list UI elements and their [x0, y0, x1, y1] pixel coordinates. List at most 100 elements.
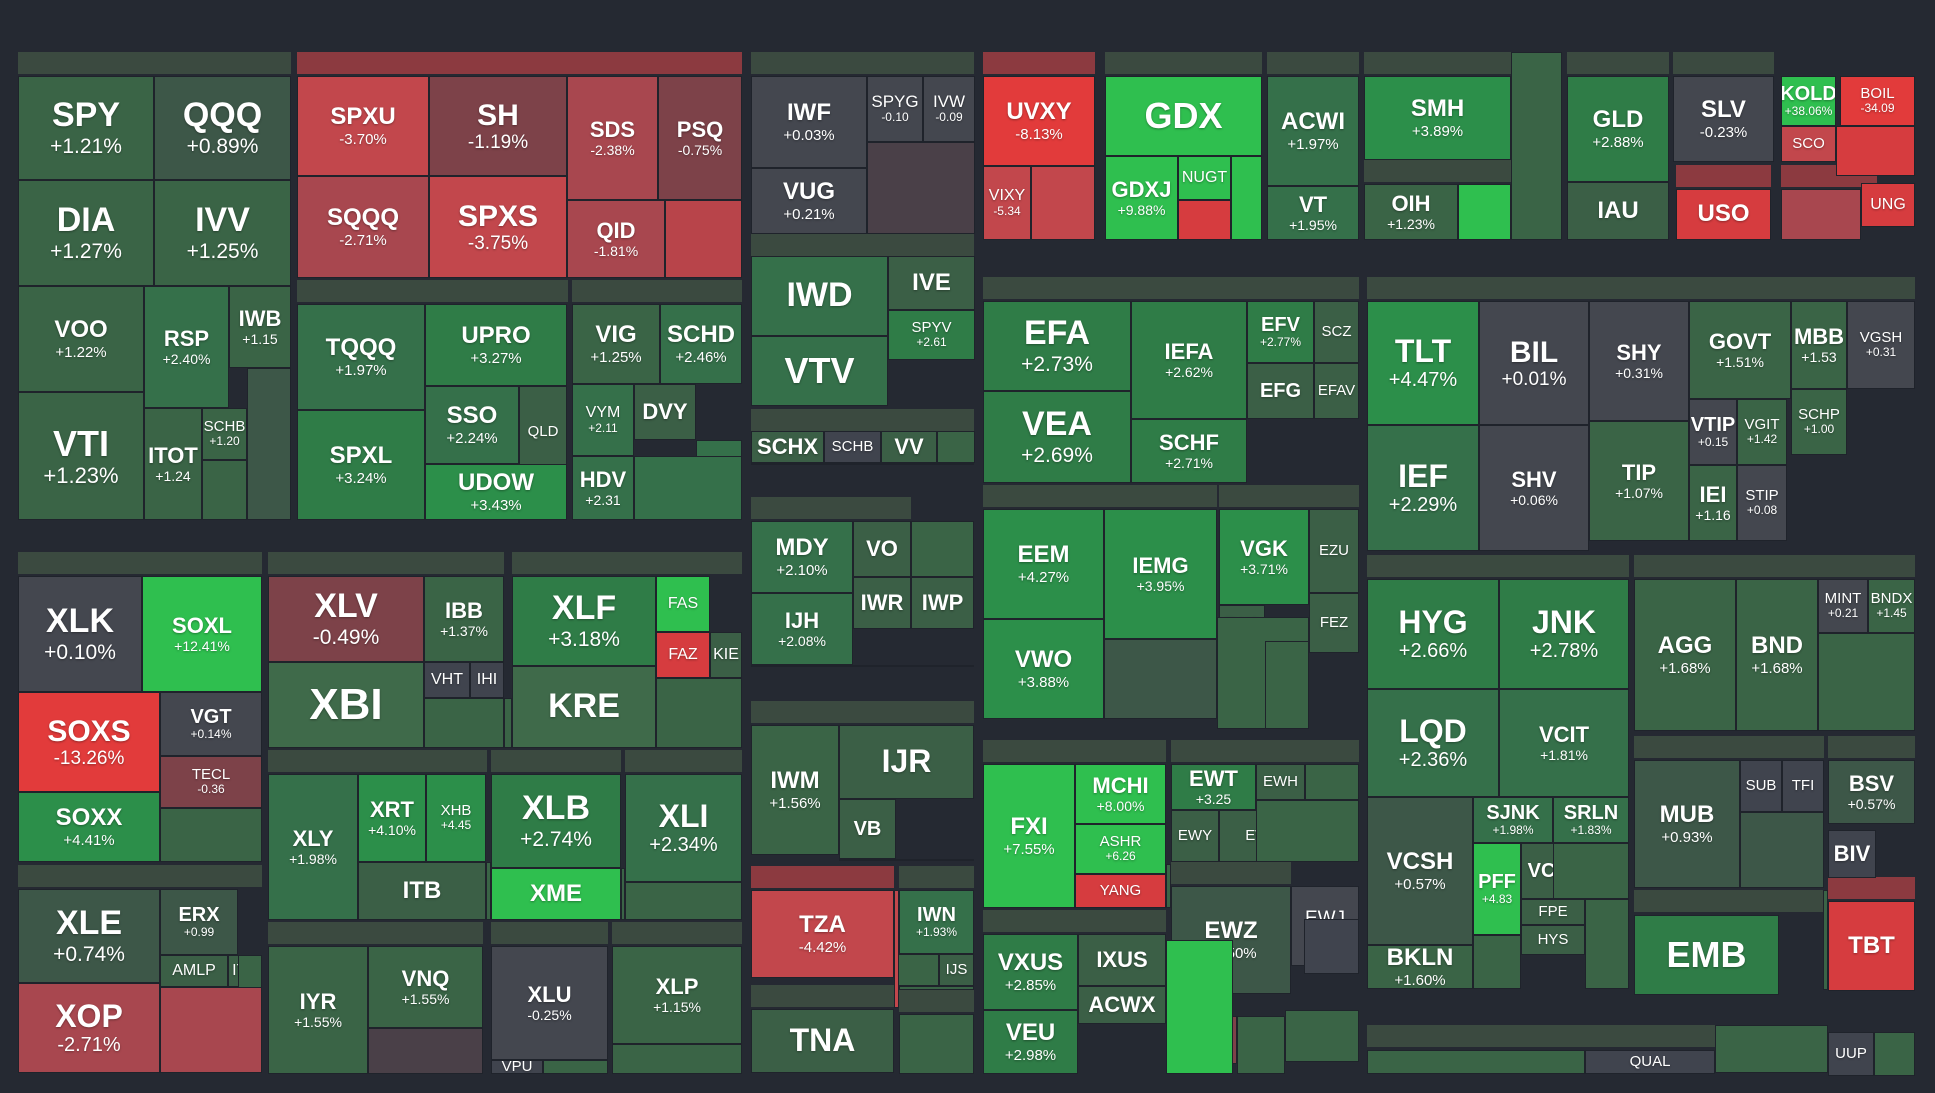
- tile-vwo[interactable]: VWO +3.88%: [983, 619, 1104, 719]
- tile-sjnk[interactable]: SJNK +1.98%: [1473, 797, 1553, 843]
- minor-tile[interactable]: [751, 665, 974, 667]
- tile-ewt[interactable]: EWT +3.25: [1171, 764, 1256, 810]
- tile-sqqq[interactable]: SQQQ -2.71%: [297, 176, 429, 278]
- tile-vcsh[interactable]: VCSH +0.57%: [1367, 797, 1473, 945]
- tile-efa[interactable]: EFA +2.73%: [983, 301, 1131, 391]
- minor-tile[interactable]: [1458, 184, 1511, 240]
- tile-efav[interactable]: EFAV: [1314, 363, 1359, 419]
- tile-sh[interactable]: SH -1.19%: [429, 76, 567, 176]
- tile-ibb[interactable]: IBB +1.37%: [424, 576, 504, 662]
- tile-vug[interactable]: VUG +0.21%: [751, 168, 867, 234]
- tile-uup[interactable]: UUP: [1828, 1032, 1874, 1076]
- tile-bkln[interactable]: BKLN +1.60%: [1367, 945, 1473, 989]
- minor-tile[interactable]: [504, 698, 512, 748]
- tile-ixus[interactable]: IXUS: [1078, 934, 1166, 986]
- tile-udow[interactable]: UDOW +3.43%: [425, 464, 567, 520]
- minor-tile[interactable]: [867, 142, 975, 234]
- minor-tile[interactable]: [1367, 1050, 1585, 1074]
- tile-rsp[interactable]: RSP +2.40%: [144, 286, 229, 408]
- tile-slv[interactable]: SLV -0.23%: [1673, 76, 1774, 162]
- tile-scz[interactable]: SCZ: [1314, 301, 1359, 363]
- tile-xlf[interactable]: XLF +3.18%: [512, 576, 656, 666]
- minor-tile[interactable]: [1237, 1016, 1285, 1074]
- tile-nugt[interactable]: NUGT: [1178, 156, 1231, 200]
- tile-vtv[interactable]: VTV: [751, 336, 888, 406]
- minor-tile[interactable]: [486, 862, 491, 920]
- tile-tip[interactable]: TIP +1.07%: [1589, 421, 1689, 541]
- tile-erx[interactable]: ERX +0.99: [160, 889, 238, 955]
- tile-spyv[interactable]: SPYV +2.61: [888, 310, 975, 360]
- tile-xme[interactable]: XME: [491, 868, 621, 920]
- tile-iwm[interactable]: IWM +1.56%: [751, 725, 839, 855]
- minor-tile[interactable]: [1585, 899, 1629, 989]
- tile-vtip[interactable]: VTIP +0.15: [1689, 399, 1737, 465]
- tile-spyg[interactable]: SPYG -0.10: [867, 76, 923, 142]
- tile-acwi[interactable]: ACWI +1.97%: [1267, 76, 1359, 186]
- minor-tile[interactable]: [1511, 52, 1562, 240]
- tile-boil[interactable]: BOIL -34.09: [1840, 76, 1915, 126]
- tile-vt[interactable]: VT +1.95%: [1267, 186, 1359, 240]
- tile-qqq[interactable]: QQQ +0.89%: [154, 76, 291, 180]
- tile-spy[interactable]: SPY +1.21%: [18, 76, 154, 180]
- minor-tile[interactable]: [894, 954, 939, 986]
- tile-stip[interactable]: STIP +0.08: [1737, 465, 1787, 541]
- tile-vgit[interactable]: VGIT +1.42: [1737, 399, 1787, 465]
- tile-hdv[interactable]: HDV +2.31: [572, 456, 634, 520]
- tile-iei[interactable]: IEI +1.16: [1689, 465, 1737, 541]
- tile-tqqq[interactable]: TQQQ +1.97%: [297, 304, 425, 410]
- tile-yang[interactable]: YANG: [1075, 874, 1166, 908]
- minor-tile[interactable]: [1473, 935, 1521, 989]
- tile-xlu[interactable]: XLU -0.25%: [491, 946, 608, 1060]
- minor-tile[interactable]: [1231, 156, 1262, 240]
- minor-tile[interactable]: [1781, 189, 1861, 240]
- tile-oih[interactable]: OIH +1.23%: [1364, 184, 1458, 240]
- minor-tile[interactable]: [1265, 641, 1309, 729]
- minor-tile[interactable]: [543, 1060, 608, 1074]
- tile-ive[interactable]: IVE: [888, 256, 975, 310]
- tile-sco[interactable]: SCO: [1781, 126, 1836, 162]
- tile-tza[interactable]: TZA -4.42%: [751, 890, 894, 978]
- tile-itb[interactable]: ITB: [358, 862, 486, 920]
- tile-ewh[interactable]: EWH: [1256, 764, 1305, 800]
- tile-vpu[interactable]: VPU: [491, 1060, 543, 1074]
- minor-tile[interactable]: [665, 200, 742, 278]
- tile-veu[interactable]: VEU +2.98%: [983, 1010, 1078, 1074]
- tile-bsv[interactable]: BSV +0.57%: [1828, 760, 1915, 824]
- tile-mchi[interactable]: MCHI +8.00%: [1075, 764, 1166, 824]
- minor-tile[interactable]: [1874, 1032, 1915, 1076]
- tile-voo[interactable]: VOO +1.22%: [18, 286, 144, 392]
- tile-vo[interactable]: VO: [853, 521, 911, 577]
- tile-dvy[interactable]: DVY: [634, 384, 696, 440]
- tile-emb[interactable]: EMB: [1634, 915, 1779, 995]
- tile-xbi[interactable]: XBI: [268, 662, 424, 748]
- tile-iwf[interactable]: IWF +0.03%: [751, 76, 867, 168]
- tile-upro[interactable]: UPRO +3.27%: [425, 304, 567, 386]
- tile-tbt[interactable]: TBT: [1828, 901, 1915, 991]
- tile-vti[interactable]: VTI +1.23%: [18, 392, 144, 520]
- minor-tile[interactable]: [839, 859, 974, 861]
- tile-ezu[interactable]: EZU: [1309, 509, 1359, 593]
- tile-iau[interactable]: IAU: [1567, 182, 1669, 240]
- tile-iwr[interactable]: IWR: [853, 577, 911, 629]
- tile-iemg[interactable]: IEMG +3.95%: [1104, 509, 1217, 639]
- tile-dia[interactable]: DIA +1.27%: [18, 180, 154, 286]
- tile-schx[interactable]: SCHX: [751, 431, 824, 463]
- tile-mdy[interactable]: MDY +2.10%: [751, 521, 853, 593]
- tile-bnd[interactable]: BND +1.68%: [1736, 579, 1818, 731]
- tile-gld[interactable]: GLD +2.88%: [1567, 76, 1669, 182]
- tile-faz[interactable]: FAZ: [656, 632, 710, 678]
- tile-kie[interactable]: KIE: [710, 632, 742, 678]
- tile-vxus[interactable]: VXUS +2.85%: [983, 934, 1078, 1010]
- tile-xhb[interactable]: XHB +4.45: [426, 774, 486, 862]
- tile-vixy[interactable]: VIXY -5.34: [983, 166, 1031, 240]
- tile-spxu[interactable]: SPXU -3.70%: [297, 76, 429, 176]
- tile-kre[interactable]: KRE: [512, 666, 656, 748]
- minor-tile[interactable]: [1166, 864, 1171, 908]
- tile-ung[interactable]: UNG: [1861, 183, 1915, 227]
- tile-tlt[interactable]: TLT +4.47%: [1367, 301, 1479, 425]
- tile-tna[interactable]: TNA: [751, 1009, 894, 1073]
- tile-iwp[interactable]: IWP: [911, 577, 974, 629]
- tile-tecl[interactable]: TECL -0.36: [160, 756, 262, 808]
- tile-soxl[interactable]: SOXL +12.41%: [142, 576, 262, 692]
- tile-fxi[interactable]: FXI +7.55%: [983, 764, 1075, 908]
